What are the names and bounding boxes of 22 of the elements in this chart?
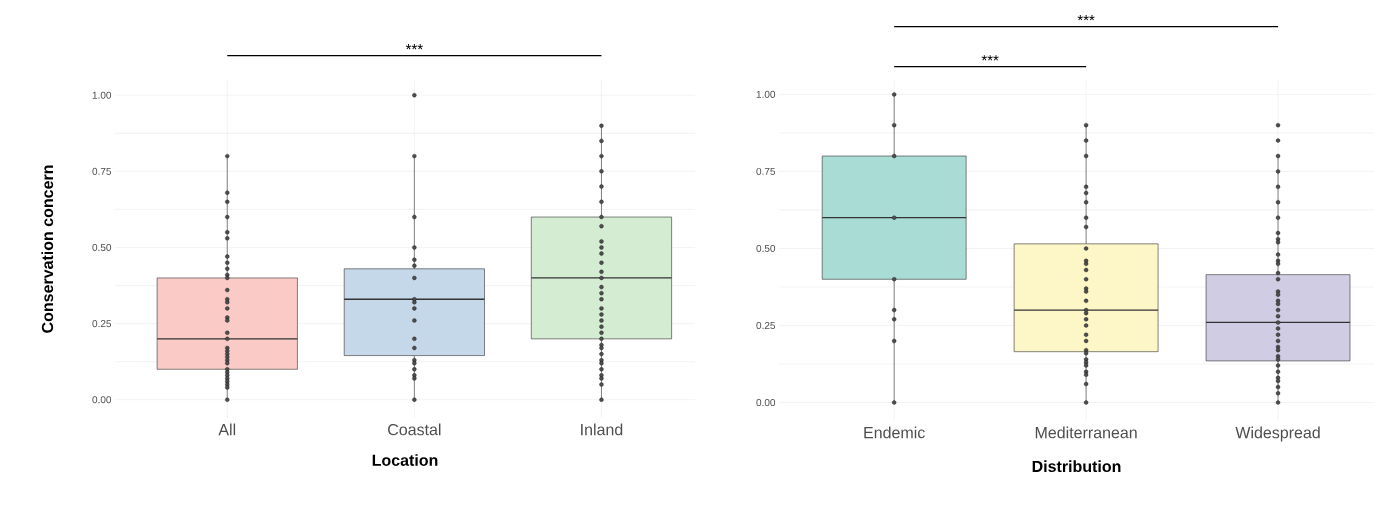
x-tick-label: Endemic (864, 426, 925, 439)
y-tick-label: 0.50 (756, 244, 776, 252)
x-tick-label: Inland (581, 423, 623, 436)
text: *** (981, 55, 999, 61)
y-tick-label: 0.25 (756, 321, 776, 330)
x-tick-label: Widespread (1235, 426, 1320, 442)
y-tick-label: 0.25 (92, 320, 112, 328)
y-tick-label: 0.00 (756, 398, 776, 407)
y-tick-label: 1.00 (756, 90, 776, 98)
x-tick-label: Mediterranean (1035, 426, 1137, 439)
text: *** (1077, 15, 1095, 21)
y-tick-label: 1.00 (92, 91, 112, 99)
y-tick-label: 0.75 (92, 167, 112, 175)
x-tick-label: Coastal (388, 423, 441, 436)
x-axis-title: Location (372, 454, 438, 466)
x-axis-title: Distribution (1032, 460, 1121, 473)
y-axis-title: Conservation concern (41, 165, 54, 333)
y-tick-label: 0.75 (756, 167, 776, 175)
x-tick-label: All (218, 423, 236, 436)
y-tick-label: 0.50 (92, 243, 112, 252)
y-tick-label: 0.00 (92, 396, 112, 404)
text: *** (405, 44, 423, 50)
